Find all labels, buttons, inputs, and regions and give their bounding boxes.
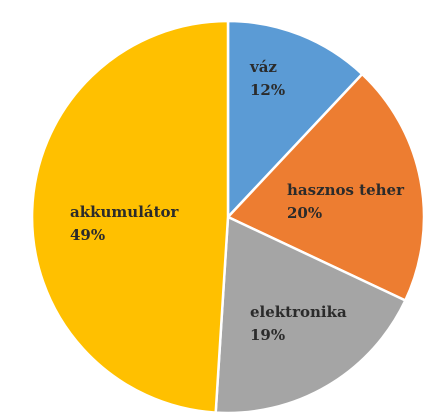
slices-layer	[30, 19, 423, 415]
pie-slice-3	[30, 19, 230, 414]
labels-layer: váz 12% hasznos teher 20% elektronika 19% akku…	[70, 58, 405, 344]
slice-percent-label-3: 49%	[70, 226, 105, 244]
slice-name-label-1: hasznos teher	[287, 181, 405, 199]
pie-slice-0	[226, 19, 364, 221]
slice-name-label-0: váz	[249, 58, 277, 76]
slice-percent-label-2: 19%	[250, 326, 285, 344]
pie-slice-1	[225, 72, 423, 303]
slice-name-label-3: akkumulátor	[70, 203, 180, 221]
slice-name-label-2: elektronika	[250, 303, 347, 321]
slice-percent-label-0: 12%	[250, 81, 285, 99]
slice-percent-label-1: 20%	[287, 204, 322, 222]
pie-slice-2	[214, 215, 408, 415]
